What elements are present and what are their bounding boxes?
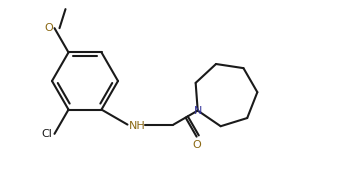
Text: N: N — [194, 106, 202, 116]
Text: Cl: Cl — [42, 129, 52, 139]
Text: NH: NH — [128, 121, 145, 131]
Text: O: O — [45, 23, 53, 33]
Text: O: O — [192, 140, 201, 150]
